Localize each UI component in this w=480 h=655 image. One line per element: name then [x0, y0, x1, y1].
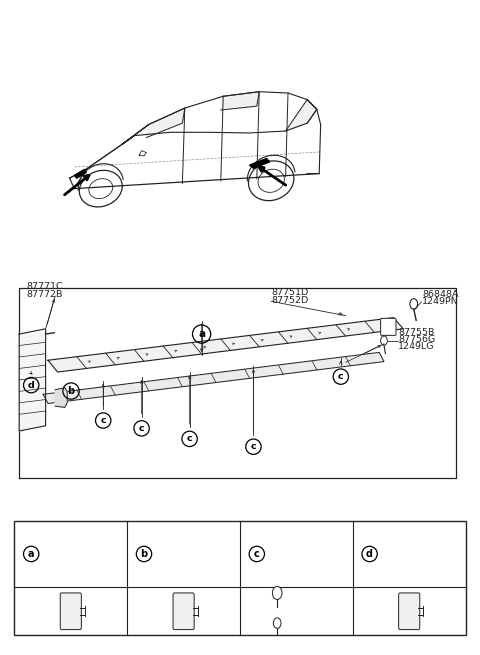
- Text: 87715G: 87715G: [390, 549, 428, 559]
- Text: c: c: [100, 416, 106, 425]
- Text: c: c: [338, 372, 344, 381]
- Polygon shape: [70, 136, 134, 178]
- Text: a: a: [198, 329, 205, 339]
- Text: a: a: [28, 549, 35, 559]
- Text: 87756J: 87756J: [164, 549, 198, 559]
- FancyBboxPatch shape: [381, 318, 396, 335]
- Text: 87771C: 87771C: [26, 282, 63, 291]
- Text: 87751D: 87751D: [271, 288, 309, 297]
- Text: 87752D: 87752D: [271, 295, 309, 305]
- Bar: [14, 521, 466, 635]
- Text: 87772B: 87772B: [26, 290, 63, 299]
- Polygon shape: [286, 100, 317, 131]
- Text: 1730AA: 1730AA: [284, 588, 317, 597]
- Text: c: c: [187, 434, 192, 443]
- Polygon shape: [122, 92, 317, 144]
- FancyBboxPatch shape: [398, 593, 420, 629]
- FancyBboxPatch shape: [60, 593, 81, 629]
- Circle shape: [273, 618, 281, 628]
- Text: 86848A: 86848A: [422, 290, 459, 299]
- Circle shape: [272, 586, 282, 599]
- Text: 87755B: 87755B: [398, 328, 435, 337]
- Text: 87756G: 87756G: [398, 335, 436, 344]
- Text: c: c: [139, 424, 144, 433]
- Text: b: b: [68, 386, 74, 396]
- Text: d: d: [28, 381, 35, 390]
- Polygon shape: [221, 92, 259, 110]
- Polygon shape: [250, 159, 270, 168]
- Polygon shape: [86, 124, 149, 169]
- Polygon shape: [146, 108, 185, 138]
- Text: c: c: [254, 549, 260, 559]
- Text: 1249LG: 1249LG: [284, 618, 316, 627]
- Text: 87786: 87786: [51, 549, 82, 559]
- Text: 1249PN: 1249PN: [422, 297, 459, 306]
- Text: c: c: [251, 442, 256, 451]
- Polygon shape: [43, 352, 384, 403]
- Text: b: b: [141, 549, 147, 559]
- Text: d: d: [366, 549, 373, 559]
- Polygon shape: [19, 329, 46, 431]
- Polygon shape: [55, 388, 67, 407]
- Polygon shape: [48, 318, 403, 372]
- FancyBboxPatch shape: [173, 593, 194, 629]
- Polygon shape: [74, 170, 86, 178]
- Text: 1249LG: 1249LG: [398, 342, 435, 351]
